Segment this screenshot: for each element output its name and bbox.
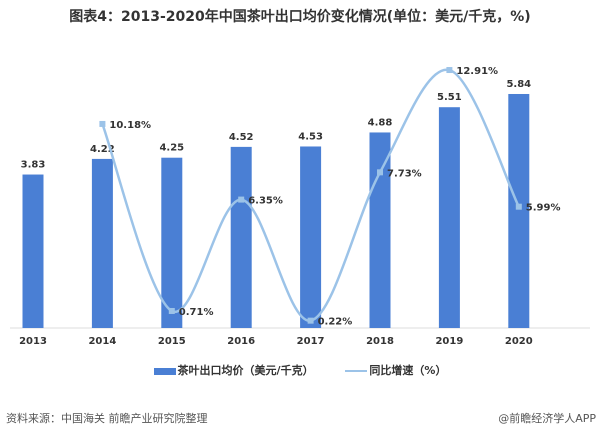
bar-label-2017: 4.53 bbox=[298, 131, 323, 142]
chart-title: 图表4：2013-2020年中国茶叶出口均价变化情况(单位：美元/千克，%) bbox=[69, 9, 531, 25]
line-label-2020: 5.99% bbox=[526, 203, 561, 214]
legend: 茶叶出口均价（美元/千克） 同比增速（%） bbox=[0, 362, 600, 378]
x-tick-2013: 2013 bbox=[19, 336, 47, 347]
line-label-2018: 7.73% bbox=[387, 168, 422, 179]
credit: @前瞻经济学人APP bbox=[498, 412, 596, 425]
x-tick-2014: 2014 bbox=[88, 336, 116, 347]
x-tick-2019: 2019 bbox=[435, 336, 463, 347]
legend-bar-label: 茶叶出口均价（美元/千克） bbox=[177, 364, 314, 377]
line-marker-2016 bbox=[238, 196, 245, 203]
line-marker-2019 bbox=[446, 67, 453, 74]
x-tick-2015: 2015 bbox=[158, 336, 186, 347]
bar-2020 bbox=[508, 93, 530, 328]
line-marker-2014 bbox=[99, 120, 106, 127]
legend-line-label: 同比增速（%） bbox=[369, 364, 447, 377]
line-marker-2015 bbox=[168, 307, 175, 314]
bar-2017 bbox=[300, 146, 322, 328]
line-label-2017: 0.22% bbox=[318, 317, 353, 328]
line-label-2015: 0.71% bbox=[179, 307, 214, 318]
line-marker-2017 bbox=[307, 317, 314, 324]
bar-label-2013: 3.83 bbox=[21, 160, 46, 171]
bar-2013 bbox=[22, 174, 44, 328]
x-tick-2018: 2018 bbox=[366, 336, 394, 347]
bar-2018 bbox=[369, 132, 391, 328]
line-label-2016: 6.35% bbox=[248, 196, 283, 207]
line-marker-2020 bbox=[515, 203, 522, 210]
bar-2019 bbox=[438, 107, 460, 329]
legend-line-swatch bbox=[345, 370, 368, 372]
line-label-2019: 12.91% bbox=[456, 66, 498, 77]
bar-label-2016: 4.52 bbox=[229, 132, 254, 143]
legend-item-line: 同比增速（%） bbox=[345, 362, 446, 378]
bar-label-2015: 4.25 bbox=[159, 143, 184, 154]
line-marker-2018 bbox=[377, 169, 383, 176]
source-note: 资料来源：中国海关 前瞻产业研究院整理 bbox=[6, 412, 208, 425]
legend-bar-swatch bbox=[153, 367, 176, 375]
bar-2015 bbox=[161, 157, 183, 328]
bar-label-2020: 5.84 bbox=[506, 79, 531, 90]
bar-label-2019: 5.51 bbox=[437, 92, 462, 103]
bar-label-2018: 4.88 bbox=[368, 117, 393, 128]
bar-label-2014: 4.22 bbox=[90, 144, 115, 155]
x-tick-2016: 2016 bbox=[227, 336, 255, 347]
legend-item-bar: 茶叶出口均价（美元/千克） bbox=[153, 362, 314, 378]
x-tick-2020: 2020 bbox=[505, 336, 533, 347]
bar-2014 bbox=[91, 158, 113, 328]
x-tick-2017: 2017 bbox=[297, 336, 325, 347]
line-label-2014: 10.18% bbox=[109, 120, 151, 131]
bar-2016 bbox=[230, 146, 252, 328]
